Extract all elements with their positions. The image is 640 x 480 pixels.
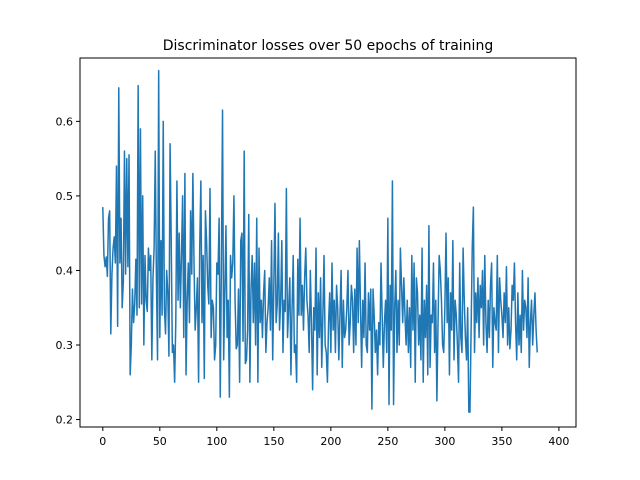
series-layer (102, 69, 538, 413)
y-tick-label: 0.4 (56, 264, 74, 277)
x-tick-label: 0 (99, 435, 106, 448)
y-tick-label: 0.5 (56, 190, 74, 203)
x-tick-label: 350 (491, 435, 512, 448)
y-tick-label: 0.6 (56, 115, 74, 128)
series-line (102, 69, 538, 413)
x-tick-label: 300 (434, 435, 455, 448)
x-tick-label: 150 (263, 435, 284, 448)
chart-title: Discriminator losses over 50 epochs of t… (163, 38, 493, 54)
y-axis: 0.2 0.3 0.4 0.5 0.6 (56, 115, 80, 427)
x-tick-label: 250 (377, 435, 398, 448)
plot-frame (79, 57, 577, 428)
x-tick-label: 200 (320, 435, 341, 448)
x-tick-label: 400 (548, 435, 569, 448)
y-tick-label: 0.3 (56, 339, 74, 352)
y-tick-label: 0.2 (56, 414, 74, 427)
x-tick-label: 100 (206, 435, 227, 448)
x-axis: 0 50 100 150 200 250 300 350 400 (99, 427, 569, 448)
x-tick-label: 50 (153, 435, 167, 448)
